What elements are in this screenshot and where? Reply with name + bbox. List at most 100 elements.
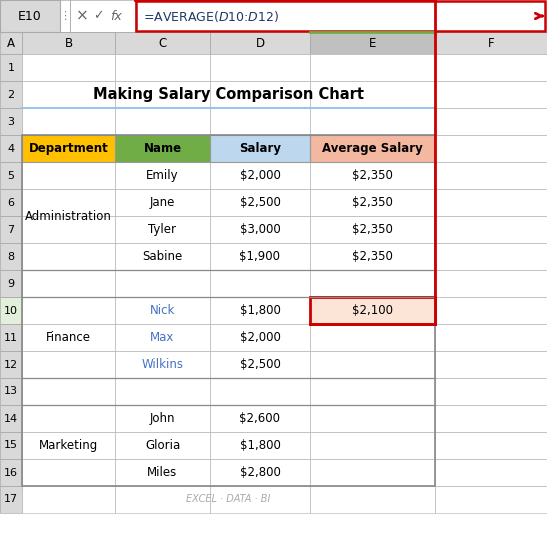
Bar — [22, 81, 115, 108]
Bar — [210, 216, 310, 243]
Bar — [210, 54, 310, 81]
Bar — [210, 162, 310, 189]
Bar — [0, 486, 22, 513]
Bar — [210, 432, 310, 459]
Bar — [0, 270, 22, 297]
Text: Tyler: Tyler — [148, 223, 177, 236]
Text: Administration: Administration — [25, 209, 112, 222]
Bar — [115, 243, 210, 270]
Bar — [0, 405, 22, 432]
Text: E: E — [369, 36, 376, 49]
Bar — [0, 81, 22, 108]
Text: $3,000: $3,000 — [240, 223, 281, 236]
Bar — [22, 378, 115, 405]
Bar — [310, 216, 435, 243]
Bar — [22, 162, 115, 189]
Bar — [115, 486, 210, 513]
Bar — [0, 162, 22, 189]
Bar — [22, 135, 115, 162]
Bar — [310, 162, 435, 189]
Bar — [210, 108, 310, 135]
Bar — [310, 297, 435, 324]
Bar — [435, 405, 547, 432]
Bar — [22, 270, 115, 297]
Bar — [115, 459, 210, 486]
Bar — [115, 135, 210, 162]
Bar — [435, 459, 547, 486]
Bar — [310, 54, 435, 81]
Bar — [22, 32, 115, 54]
Bar — [210, 351, 310, 378]
Text: 15: 15 — [4, 441, 18, 450]
Text: $2,000: $2,000 — [240, 169, 281, 182]
Bar — [435, 351, 547, 378]
Bar — [210, 81, 310, 108]
Bar — [22, 189, 115, 216]
Bar — [22, 81, 115, 108]
Text: fx: fx — [110, 10, 122, 22]
Bar — [310, 32, 435, 54]
Text: Sabine: Sabine — [142, 250, 183, 263]
Bar — [435, 378, 547, 405]
Bar — [310, 135, 435, 162]
Text: $2,350: $2,350 — [352, 169, 393, 182]
Text: 5: 5 — [8, 170, 15, 180]
Bar — [22, 405, 115, 432]
Bar — [115, 297, 210, 324]
Bar — [210, 243, 310, 270]
Text: Max: Max — [150, 331, 174, 344]
Bar — [22, 108, 115, 135]
Bar — [435, 32, 547, 54]
Text: Wilkins: Wilkins — [142, 358, 183, 371]
Bar — [310, 108, 435, 135]
Text: 2: 2 — [8, 90, 15, 100]
Bar — [310, 81, 435, 108]
Bar — [310, 270, 435, 297]
Bar — [435, 54, 547, 81]
Bar — [210, 135, 310, 162]
Text: $2,500: $2,500 — [240, 358, 281, 371]
Bar — [22, 297, 115, 324]
Text: ⋮: ⋮ — [60, 11, 71, 21]
Bar — [0, 216, 22, 243]
Bar — [435, 189, 547, 216]
Bar — [0, 405, 22, 432]
Bar — [115, 486, 210, 513]
Text: 1: 1 — [8, 63, 15, 72]
Bar — [22, 297, 115, 324]
Bar — [210, 189, 310, 216]
Bar — [435, 108, 547, 135]
Bar — [22, 108, 115, 135]
Bar — [210, 108, 310, 135]
Text: F: F — [488, 36, 494, 49]
Bar — [435, 108, 547, 135]
Bar — [210, 405, 310, 432]
Bar — [22, 432, 115, 459]
Bar — [435, 297, 547, 324]
Bar — [60, 0, 70, 32]
Bar — [22, 378, 115, 405]
Text: 6: 6 — [8, 198, 15, 208]
Bar — [210, 324, 310, 351]
Text: 16: 16 — [4, 468, 18, 478]
Bar — [115, 32, 210, 54]
Bar — [310, 486, 435, 513]
Bar — [210, 351, 310, 378]
Bar — [210, 378, 310, 405]
Bar — [310, 324, 435, 351]
Bar — [22, 216, 115, 243]
Bar — [310, 432, 435, 459]
Bar — [210, 243, 310, 270]
Bar — [115, 405, 210, 432]
Text: $2,100: $2,100 — [352, 304, 393, 317]
Text: 10: 10 — [4, 306, 18, 315]
Text: $2,600: $2,600 — [240, 412, 281, 425]
Bar — [435, 243, 547, 270]
Bar — [0, 0, 60, 32]
Bar — [0, 189, 22, 216]
Text: 12: 12 — [4, 360, 18, 370]
Text: 7: 7 — [8, 225, 15, 235]
Text: D: D — [255, 36, 265, 49]
Bar — [310, 351, 435, 378]
Bar — [210, 135, 310, 162]
